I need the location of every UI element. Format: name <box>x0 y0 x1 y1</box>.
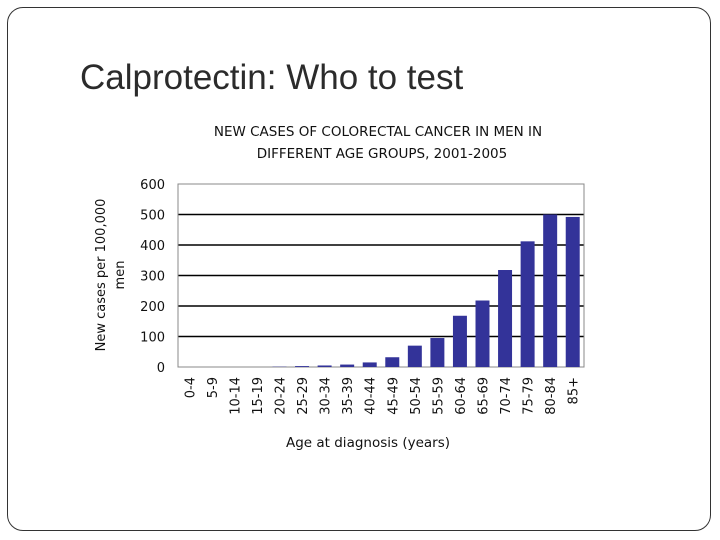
x-tick-label: 40-44 <box>364 377 379 415</box>
x-tick-label: 45-49 <box>386 377 401 415</box>
bar-40-44 <box>362 362 377 367</box>
x-tick-label: 65-69 <box>477 377 492 415</box>
x-tick-label: 30-34 <box>319 377 334 415</box>
plot-area <box>177 183 585 368</box>
bar-80-84 <box>543 214 558 367</box>
x-tick-label: 20-24 <box>274 377 289 415</box>
bar-70-74 <box>498 270 513 367</box>
x-tick-label: 0-4 <box>183 377 198 398</box>
y-tick-label: 300 <box>140 270 165 285</box>
slide-title: Calprotectin: Who to test <box>80 58 464 97</box>
x-tick-label: 25-29 <box>296 377 311 415</box>
chart-title-line-1: NEW CASES OF COLORECTAL CANCER IN MEN IN <box>214 124 542 140</box>
bar-50-54 <box>407 345 422 367</box>
y-axis-label-line-1: New cases per 100,000 <box>94 199 109 352</box>
x-tick-label: 10-14 <box>228 377 243 415</box>
y-tick-label: 600 <box>140 178 165 193</box>
bar-75-79 <box>520 241 535 367</box>
bar-30-34 <box>317 365 332 367</box>
y-tick-label: 0 <box>157 361 165 376</box>
x-tick-label: 5-9 <box>206 377 221 398</box>
x-tick-label: 60-64 <box>454 377 469 415</box>
x-tick-label: 50-54 <box>409 377 424 415</box>
x-tick-label: 75-79 <box>522 377 537 415</box>
y-tick-label: 500 <box>140 209 165 224</box>
x-tick-labels: 0-4 5-9 10-14 15-19 20-24 25-29 30-34 35-39 40-4… <box>183 377 581 415</box>
bar-55-59 <box>430 338 445 367</box>
bar-60-64 <box>452 315 467 367</box>
x-tick-label: 35-39 <box>341 377 356 415</box>
y-tick-label: 100 <box>140 331 165 346</box>
x-tick-label: 80-84 <box>544 377 559 415</box>
y-axis-label-line-2: men <box>113 261 128 290</box>
x-tick-label: 85+ <box>567 377 582 404</box>
chart-title-line-2: DIFFERENT AGE GROUPS, 2001-2005 <box>257 146 508 162</box>
bars <box>272 214 580 367</box>
x-tick-label: 70-74 <box>499 377 514 415</box>
y-tick-label: 200 <box>140 300 165 315</box>
slide-frame <box>7 7 711 531</box>
bar-85+ <box>565 216 580 367</box>
bar-25-29 <box>295 366 310 367</box>
gridlines <box>178 213 584 338</box>
bar-65-69 <box>475 300 490 367</box>
bar-45-49 <box>385 357 400 367</box>
x-tick-label: 55-59 <box>431 377 446 415</box>
x-axis-label: Age at diagnosis (years) <box>286 435 450 451</box>
y-tick-label: 400 <box>140 239 165 254</box>
y-tick-labels: 0 100 200 300 400 500 600 <box>140 178 165 376</box>
bar-35-39 <box>340 364 355 367</box>
x-tick-label: 15-19 <box>251 377 266 415</box>
